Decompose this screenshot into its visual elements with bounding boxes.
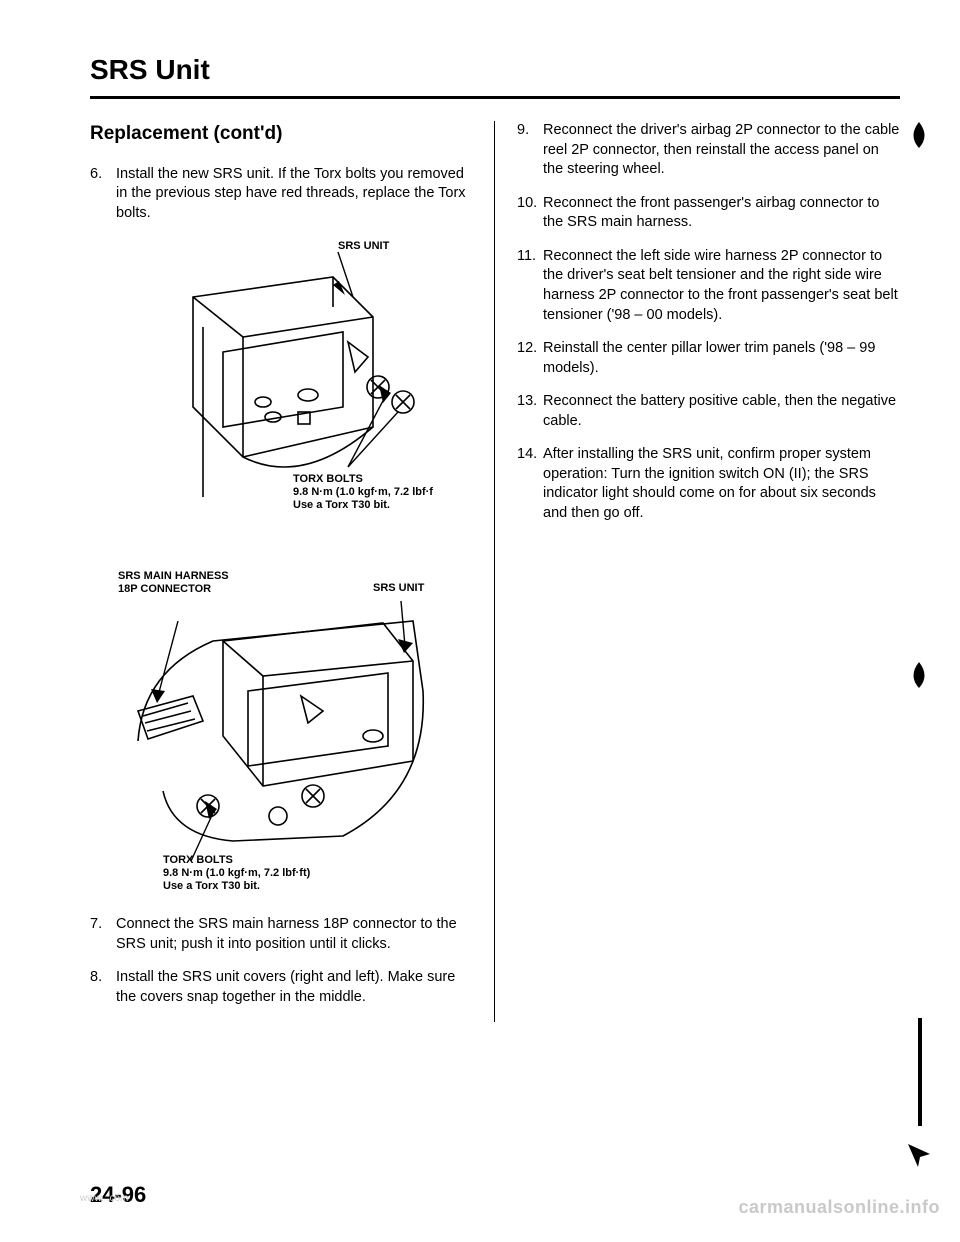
- left-column: Replacement (cont'd) 6. Install the new …: [90, 121, 495, 1022]
- step-number: 6.: [90, 165, 116, 224]
- step-8: 8. Install the SRS unit covers (right an…: [90, 968, 476, 1007]
- step-6: 6. Install the new SRS unit. If the Torx…: [90, 165, 476, 224]
- step-text: Reinstall the center pillar lower trim p…: [543, 339, 900, 378]
- fig2-harness-l2: 18P CONNECTOR: [118, 583, 211, 595]
- drop-icon: [904, 120, 934, 150]
- figure-1: SRS UNIT TORX BOLTS 9.8 N·m (1.0 kgf·m, …: [90, 237, 476, 537]
- small-watermark: www. .com: [80, 1193, 128, 1204]
- step-text: Install the SRS unit covers (right and l…: [116, 968, 476, 1007]
- step-number: 8.: [90, 968, 116, 1007]
- step-number: 10.: [517, 194, 543, 233]
- fig1-bolt-l2: 9.8 N·m (1.0 kgf·m, 7.2 lbf·ft): [293, 486, 433, 498]
- fig1-unit-label: SRS UNIT: [338, 240, 390, 252]
- right-column: 9. Reconnect the driver's airbag 2P conn…: [495, 121, 900, 1022]
- step-7: 7. Connect the SRS main harness 18P conn…: [90, 915, 476, 954]
- step-number: 9.: [517, 121, 543, 180]
- step-text: Reconnect the front passenger's airbag c…: [543, 194, 900, 233]
- two-column-layout: Replacement (cont'd) 6. Install the new …: [90, 121, 900, 1022]
- srs-unit-diagram-2: SRS MAIN HARNESS 18P CONNECTOR SRS UNIT …: [113, 561, 453, 891]
- step-12: 12. Reinstall the center pillar lower tr…: [517, 339, 900, 378]
- section-subhead: Replacement (cont'd): [90, 121, 476, 147]
- step-text: Reconnect the battery positive cable, th…: [543, 392, 900, 431]
- fig2-unit-label: SRS UNIT: [373, 582, 425, 594]
- fig2-bolt-l2: 9.8 N·m (1.0 kgf·m, 7.2 lbf·ft): [163, 867, 311, 879]
- step-11: 11. Reconnect the left side wire harness…: [517, 247, 900, 325]
- step-number: 12.: [517, 339, 543, 378]
- step-number: 13.: [517, 392, 543, 431]
- watermark: carmanualsonline.info: [738, 1197, 940, 1218]
- step-number: 11.: [517, 247, 543, 325]
- step-13: 13. Reconnect the battery positive cable…: [517, 392, 900, 431]
- figure-2: SRS MAIN HARNESS 18P CONNECTOR SRS UNIT …: [90, 561, 476, 891]
- pointer-icon: [904, 1140, 934, 1170]
- step-text: Connect the SRS main harness 18P connect…: [116, 915, 476, 954]
- fig2-harness-l1: SRS MAIN HARNESS: [118, 570, 229, 582]
- step-9: 9. Reconnect the driver's airbag 2P conn…: [517, 121, 900, 180]
- title-rule: [90, 96, 900, 99]
- fig2-bolt-l1: TORX BOLTS: [163, 854, 233, 866]
- step-text: After installing the SRS unit, confirm p…: [543, 445, 900, 523]
- srs-unit-diagram-1: SRS UNIT TORX BOLTS 9.8 N·m (1.0 kgf·m, …: [133, 237, 433, 537]
- drop-icon: [904, 660, 934, 690]
- step-number: 14.: [517, 445, 543, 523]
- step-text: Reconnect the left side wire harness 2P …: [543, 247, 900, 325]
- step-14: 14. After installing the SRS unit, confi…: [517, 445, 900, 523]
- fig1-bolt-l1: TORX BOLTS: [293, 473, 363, 485]
- step-text: Reconnect the driver's airbag 2P connect…: [543, 121, 900, 180]
- page-title: SRS Unit: [90, 54, 900, 86]
- manual-page: SRS Unit Replacement (cont'd) 6. Install…: [0, 0, 960, 1052]
- fig1-bolt-l3: Use a Torx T30 bit.: [293, 499, 390, 511]
- fig2-bolt-l3: Use a Torx T30 bit.: [163, 880, 260, 891]
- margin-bar: [918, 1018, 922, 1126]
- step-text: Install the new SRS unit. If the Torx bo…: [116, 165, 476, 224]
- step-10: 10. Reconnect the front passenger's airb…: [517, 194, 900, 233]
- step-number: 7.: [90, 915, 116, 954]
